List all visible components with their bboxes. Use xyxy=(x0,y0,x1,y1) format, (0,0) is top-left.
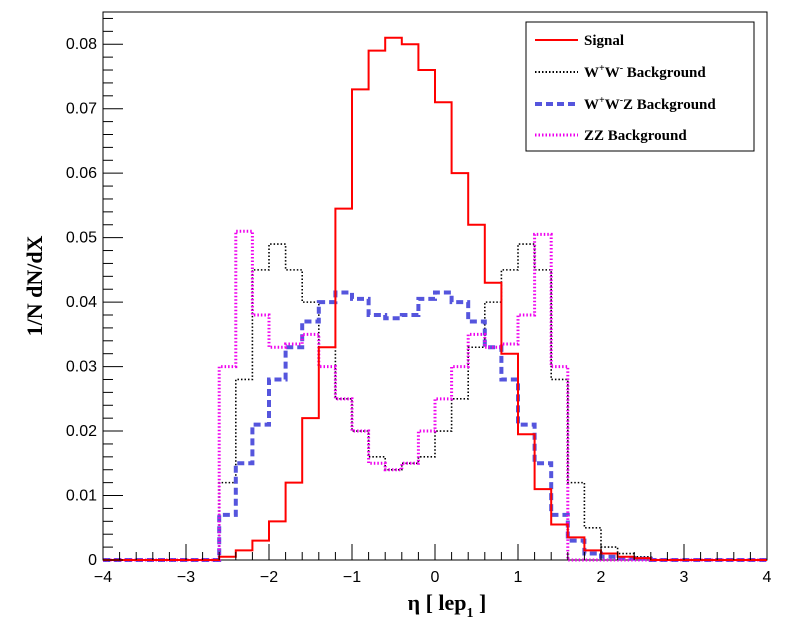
x-axis-title: η [ lep1 ] xyxy=(408,590,487,621)
x-tick-label: −1 xyxy=(343,569,361,586)
axes-group: −4 −3 −2 −1 0 1 2 3 4 0 0.01 0.02 0.03 0.04 0.05 0.06 0.… xyxy=(66,17,772,586)
y-tick-label: 0.02 xyxy=(66,423,97,440)
legend-box xyxy=(525,21,755,152)
series-signal xyxy=(103,36,767,561)
histogram-series-group xyxy=(103,36,767,562)
x-tick-label: 1 xyxy=(514,569,523,586)
series-zz-background xyxy=(103,229,767,562)
y-tick-label: 0.07 xyxy=(66,101,97,118)
x-axis-title-end: ] xyxy=(474,590,487,615)
y-tick-label: 0 xyxy=(88,552,97,569)
legend-label-zz: ZZ Background xyxy=(584,128,687,144)
legend-ww-sup1: + xyxy=(599,63,605,74)
y-tick-label: 0.04 xyxy=(66,294,97,311)
x-tick-label: 2 xyxy=(597,569,606,586)
legend-ww-w1: W xyxy=(584,65,599,81)
x-tick-label: 3 xyxy=(680,569,689,586)
legend-ww-tail: Background xyxy=(623,65,706,81)
y-tick-label: 0.03 xyxy=(66,359,97,376)
legend-wwz-tail: Z Background xyxy=(623,97,716,113)
x-tick-label: 4 xyxy=(763,569,772,586)
x-axis-title-main: η [ lep xyxy=(408,590,467,615)
legend-wwz-w1: W xyxy=(584,97,599,113)
x-tick-label: 0 xyxy=(431,569,440,586)
y-tick-label: 0.05 xyxy=(66,230,97,247)
y-axis-title: 1/N dN/dX xyxy=(22,235,47,336)
x-tick-label: −3 xyxy=(177,569,195,586)
x-axis-title-subscript: 1 xyxy=(467,606,474,621)
legend-wwz-sup2: - xyxy=(620,95,623,106)
legend-wwz-sup1: + xyxy=(599,95,605,106)
y-tick-label: 0.01 xyxy=(66,488,97,505)
legend: Signal W+W- Background W+W-Z Background … xyxy=(525,21,755,152)
legend-label-signal: Signal xyxy=(584,33,624,49)
legend-label-wwz: W+W-Z Background xyxy=(584,95,716,113)
legend-label-ww: W+W- Background xyxy=(584,63,706,81)
legend-ww-sup2: - xyxy=(620,63,623,74)
y-tick-label: 0.06 xyxy=(66,165,97,182)
y-tick-label: 0.08 xyxy=(66,36,97,53)
x-tick-label: −2 xyxy=(260,569,278,586)
legend-ww-w2: W xyxy=(605,65,620,81)
legend-wwz-w2: W xyxy=(605,97,620,113)
series-w-w-z-background xyxy=(103,290,767,562)
x-tick-label: −4 xyxy=(94,569,112,586)
